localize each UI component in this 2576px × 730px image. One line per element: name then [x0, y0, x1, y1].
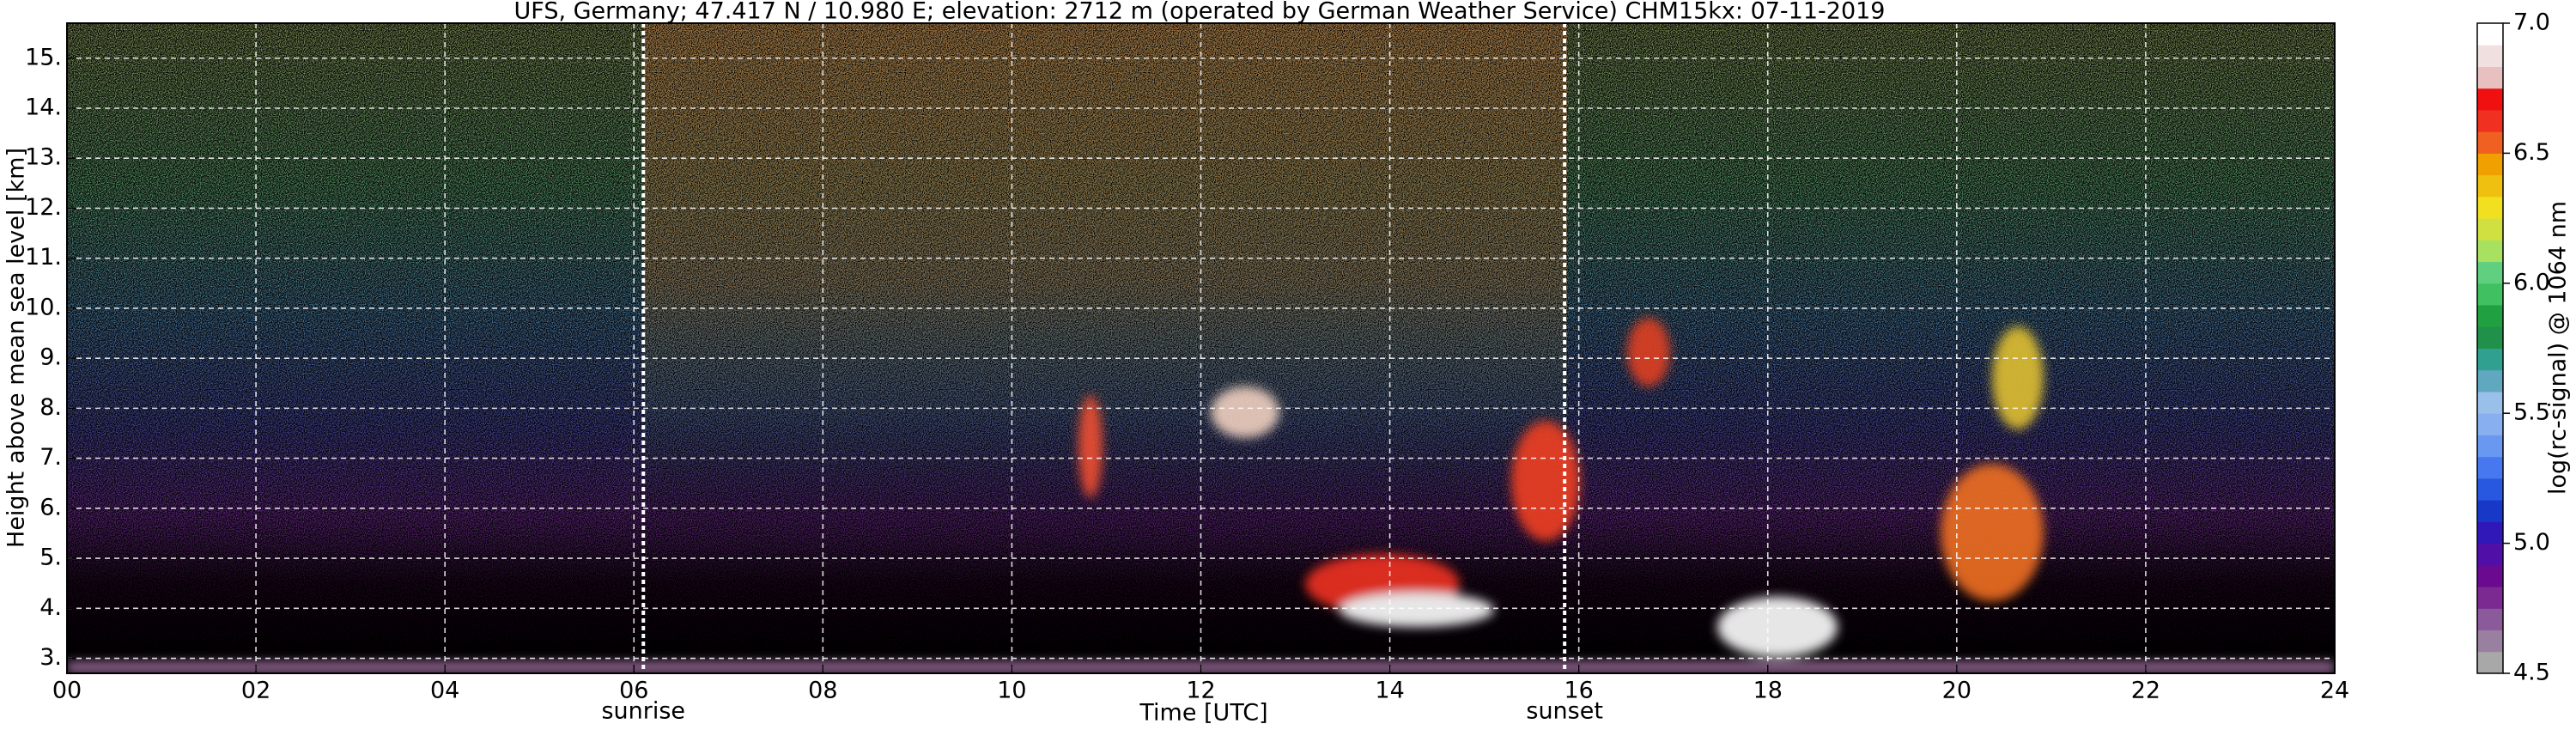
colorbar-segment	[2477, 66, 2503, 89]
colorbar-segment	[2477, 326, 2503, 349]
y-tick-label: 14.	[25, 94, 62, 120]
x-tick-label: 18	[1753, 678, 1783, 704]
x-tick-label: 00	[52, 678, 82, 704]
colorbar-tick-label: 5.5	[2513, 399, 2550, 426]
y-tick-label: 10.	[25, 294, 62, 320]
colorbar-frame	[2476, 22, 2504, 674]
colorbar-segment	[2477, 283, 2503, 306]
colorbar-segment	[2477, 521, 2503, 544]
colorbar-segment	[2477, 45, 2503, 67]
annotation-label: sunrise	[601, 698, 685, 725]
colorbar-segment	[2477, 88, 2503, 111]
colorbar-segment	[2477, 240, 2503, 263]
colorbar-segment	[2477, 564, 2503, 587]
y-axis-label: Height above mean sea level [km]	[3, 148, 30, 548]
colorbar-tick-label: 7.0	[2513, 9, 2550, 36]
colorbar-tick-label: 6.5	[2513, 139, 2550, 166]
colorbar-segment	[2477, 196, 2503, 219]
y-tick-label: 6.	[39, 494, 62, 520]
x-tick-label: 12	[1186, 678, 1215, 704]
colorbar-segment	[2477, 478, 2503, 501]
colorbar-segment	[2477, 413, 2503, 435]
colorbar-segment	[2477, 131, 2503, 154]
colorbar-segment	[2477, 369, 2503, 392]
colorbar-segment	[2477, 543, 2503, 566]
colorbar-segment	[2477, 630, 2503, 653]
y-tick-label: 15.	[25, 44, 62, 70]
y-tick-label: 8.	[39, 394, 62, 421]
y-tick-label: 7.	[39, 444, 62, 471]
colorbar-segment	[2477, 500, 2503, 522]
colorbar-segment	[2477, 109, 2503, 132]
colorbar-tick-label: 4.5	[2513, 660, 2550, 686]
annotation-label: sunset	[1526, 698, 1603, 725]
colorbar-segment	[2477, 587, 2503, 609]
y-tick-label: 3.	[39, 644, 62, 671]
colorbar-segment	[2477, 391, 2503, 414]
colorbar-segment	[2477, 23, 2503, 46]
y-tick-label: 4.	[39, 594, 62, 621]
y-tick-label: 5.	[39, 544, 62, 571]
colorbar-tick-label: 5.0	[2513, 529, 2550, 556]
chart-title: UFS, Germany; 47.417 N / 10.980 E; eleva…	[514, 0, 1886, 25]
x-tick-label: 24	[2320, 678, 2349, 704]
colorbar-segment	[2477, 608, 2503, 631]
colorbar-segment	[2477, 456, 2503, 479]
colorbar-segment	[2477, 153, 2503, 176]
colorbar-segment	[2477, 261, 2503, 284]
colorbar-segment	[2477, 218, 2503, 240]
colorbar-segment	[2477, 305, 2503, 327]
colorbar-label: log(rc-signal) @ 1064 nm	[2545, 201, 2572, 495]
x-tick-label: 04	[430, 678, 459, 704]
x-tick-label: 22	[2131, 678, 2160, 704]
colorbar-segment	[2477, 174, 2503, 198]
x-tick-label: 14	[1375, 678, 1404, 704]
x-tick-label: 10	[997, 678, 1026, 704]
x-tick-label: 08	[808, 678, 837, 704]
x-tick-label: 16	[1564, 678, 1593, 704]
x-axis-label: Time [UTC]	[1139, 700, 1267, 727]
y-tick-label: 12.	[25, 194, 62, 221]
y-tick-label: 9.	[39, 344, 62, 371]
colorbar-segment	[2477, 348, 2503, 371]
plot-frame	[66, 22, 2336, 674]
x-tick-label: 02	[241, 678, 270, 704]
colorbar-segment	[2477, 435, 2503, 458]
y-tick-label: 13.	[25, 144, 62, 171]
x-tick-label: 20	[1942, 678, 1971, 704]
y-tick-label: 11.	[25, 244, 62, 271]
colorbar-segment	[2477, 651, 2503, 674]
x-tick-label: 06	[619, 678, 648, 704]
colorbar-tick-label: 6.0	[2513, 269, 2550, 295]
